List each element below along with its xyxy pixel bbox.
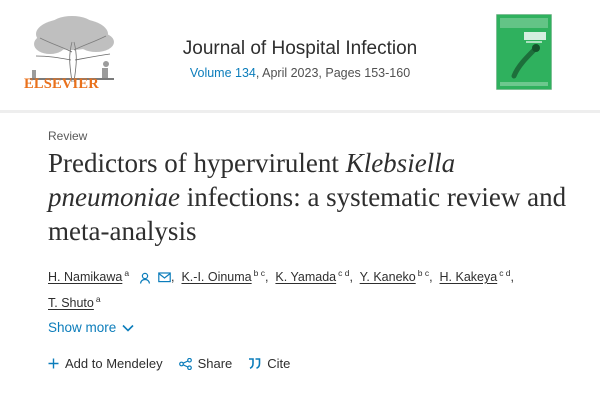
share-button[interactable]: Share bbox=[178, 356, 233, 371]
share-icon bbox=[178, 357, 192, 370]
add-to-mendeley-button[interactable]: Add to Mendeley bbox=[48, 356, 163, 371]
publisher-name[interactable]: ELSEVIER bbox=[24, 76, 99, 92]
author-list: H. Namikawa a , K.-I. Oinuma b c, K. Yamad… bbox=[48, 268, 515, 311]
affiliation-marker[interactable]: b c bbox=[417, 268, 430, 278]
volume-line: Volume 134, April 2023, Pages 153-160 bbox=[0, 66, 600, 80]
author-link[interactable]: K.-I. Oinuma bbox=[181, 270, 252, 285]
elsevier-tree-logo[interactable] bbox=[22, 12, 122, 92]
article-actions: Add to Mendeley Share Cite bbox=[48, 356, 290, 371]
show-more-label: Show more bbox=[48, 320, 117, 335]
article-title: Predictors of hypervirulent Klebsiella p… bbox=[48, 146, 568, 248]
affiliation-marker[interactable]: a bbox=[124, 268, 130, 278]
title-part-1: Predictors of hypervirulent bbox=[48, 148, 346, 178]
title-species: Klebsiella pneumoniae bbox=[48, 148, 456, 212]
show-more-button[interactable]: Show more bbox=[48, 320, 134, 335]
author-link[interactable]: Y. Kaneko bbox=[359, 270, 416, 285]
chevron-down-icon bbox=[122, 324, 134, 332]
author-link[interactable]: H. Namikawa bbox=[48, 270, 123, 285]
share-label: Share bbox=[197, 356, 233, 371]
journal-title[interactable]: Journal of Hospital Infection bbox=[182, 38, 418, 59]
header-divider bbox=[0, 110, 600, 113]
volume-link[interactable]: Volume 134 bbox=[189, 66, 256, 80]
journal-cover-thumbnail[interactable] bbox=[496, 14, 552, 90]
affiliation-marker[interactable]: c d bbox=[499, 268, 511, 278]
mendeley-label: Add to Mendeley bbox=[65, 356, 163, 371]
person-icon[interactable] bbox=[139, 272, 151, 284]
title-part-2: infections: a systematic review and meta… bbox=[48, 182, 567, 246]
plus-icon bbox=[48, 358, 59, 369]
author-link[interactable]: K. Yamada bbox=[275, 270, 337, 285]
affiliation-marker[interactable]: a bbox=[95, 294, 101, 305]
affiliation-marker[interactable]: c d bbox=[338, 268, 350, 278]
issue-details: , April 2023, Pages 153-160 bbox=[255, 66, 411, 80]
article-type: Review bbox=[48, 129, 88, 143]
author-link[interactable]: T. Shuto bbox=[48, 296, 94, 311]
envelope-icon[interactable] bbox=[158, 272, 171, 283]
cite-button[interactable]: Cite bbox=[248, 356, 290, 371]
quote-icon bbox=[249, 358, 261, 369]
author-link[interactable]: H. Kakeya bbox=[439, 270, 498, 285]
affiliation-marker[interactable]: b c bbox=[253, 268, 265, 278]
cite-label: Cite bbox=[267, 356, 291, 371]
